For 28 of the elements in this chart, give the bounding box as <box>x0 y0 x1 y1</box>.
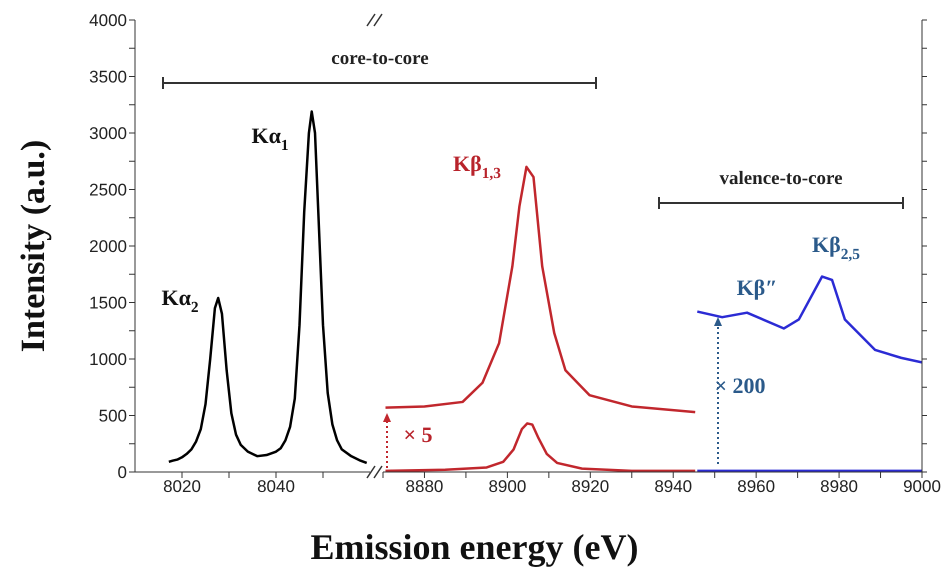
x-tick-label: 8960 <box>737 477 776 496</box>
x-tick-label: 8920 <box>571 477 610 496</box>
annotation: Kβ″ <box>736 275 778 300</box>
annotation: Kα$_{2}$ <box>161 285 199 316</box>
annotation: Kα$_{1}$ <box>251 123 289 154</box>
y-tick-label: 2000 <box>89 237 127 256</box>
x-tick-label: 8900 <box>488 477 526 496</box>
y-tick-label: 4000 <box>89 11 127 30</box>
annotation: core-to-core <box>331 48 429 70</box>
y-tick-label: 2500 <box>89 180 127 200</box>
x-tick-label: 8880 <box>406 477 444 496</box>
y-tick-label: 500 <box>98 406 127 426</box>
x-tick-label: 8940 <box>654 477 692 496</box>
annotation: Kβ$_{1,3}$ <box>453 151 502 182</box>
x-axis-title: Emission energy (eV) <box>310 526 640 568</box>
x-tick-label: 8020 <box>163 477 201 496</box>
y-tick-label: 0 <box>118 463 127 482</box>
y-tick-label: 1500 <box>89 294 127 313</box>
annotation: × 5 <box>403 422 433 448</box>
y-tick-label: 1000 <box>89 350 127 370</box>
annotation: valence-to-core <box>719 168 843 190</box>
annotation: Kβ$_{2,5}$ <box>812 232 860 264</box>
x-tick-label: 8980 <box>820 477 858 496</box>
x-tick-label: 8040 <box>257 477 295 496</box>
x-tick-label: 9000 <box>903 477 941 496</box>
y-tick-label: 3000 <box>89 124 127 144</box>
y-axis-title: Intensity (a.u.) <box>15 140 52 352</box>
y-tick-label: 3500 <box>89 68 127 87</box>
